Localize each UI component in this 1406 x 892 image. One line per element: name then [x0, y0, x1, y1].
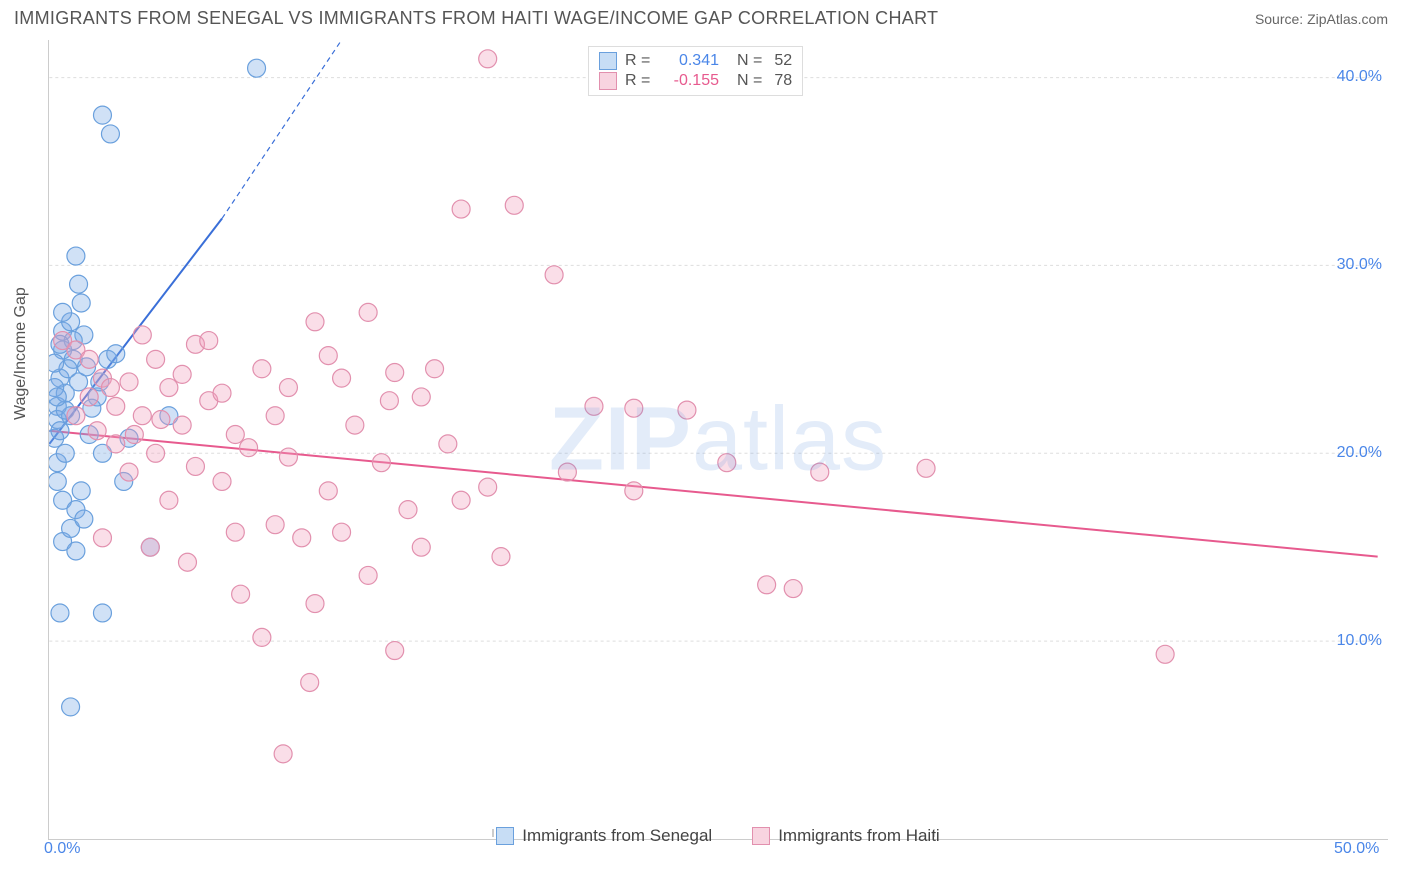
n-value-senegal: 52	[774, 52, 792, 70]
chart-title: IMMIGRANTS FROM SENEGAL VS IMMIGRANTS FR…	[14, 8, 938, 29]
scatter-plot	[48, 40, 1388, 840]
series-name-haiti: Immigrants from Haiti	[778, 826, 940, 846]
r-label: R =	[625, 52, 651, 70]
y-tick-label: 10.0%	[1337, 632, 1382, 650]
y-tick-label: 40.0%	[1337, 68, 1382, 86]
series-legend: Immigrants from Senegal Immigrants from …	[48, 826, 1388, 846]
n-label: N =	[737, 72, 762, 90]
header: IMMIGRANTS FROM SENEGAL VS IMMIGRANTS FR…	[0, 0, 1406, 33]
legend-row-haiti: R = -0.155 N = 78	[599, 71, 792, 91]
r-label: R =	[625, 72, 651, 90]
series-name-senegal: Immigrants from Senegal	[522, 826, 712, 846]
r-value-haiti: -0.155	[659, 72, 719, 90]
chart-container: ZIPatlas R = 0.341 N = 52 R = -0.155 N =…	[48, 40, 1388, 840]
x-tick-label: 0.0%	[44, 840, 80, 858]
y-tick-label: 20.0%	[1337, 444, 1382, 462]
y-tick-label: 30.0%	[1337, 256, 1382, 274]
r-value-senegal: 0.341	[659, 52, 719, 70]
correlation-legend: R = 0.341 N = 52 R = -0.155 N = 78	[588, 46, 803, 96]
source-name: ZipAtlas.com	[1307, 11, 1388, 27]
y-axis-label: Wage/Income Gap	[12, 287, 30, 420]
n-label: N =	[737, 52, 762, 70]
legend-item-senegal: Immigrants from Senegal	[496, 826, 712, 846]
swatch-haiti	[599, 72, 617, 90]
legend-item-haiti: Immigrants from Haiti	[752, 826, 940, 846]
swatch-senegal	[599, 52, 617, 70]
legend-row-senegal: R = 0.341 N = 52	[599, 51, 792, 71]
swatch-haiti	[752, 827, 770, 845]
x-tick-label: 50.0%	[1334, 840, 1379, 858]
n-value-haiti: 78	[774, 72, 792, 90]
swatch-senegal	[496, 827, 514, 845]
source-attribution: Source: ZipAtlas.com	[1255, 11, 1388, 27]
source-label: Source:	[1255, 11, 1307, 27]
